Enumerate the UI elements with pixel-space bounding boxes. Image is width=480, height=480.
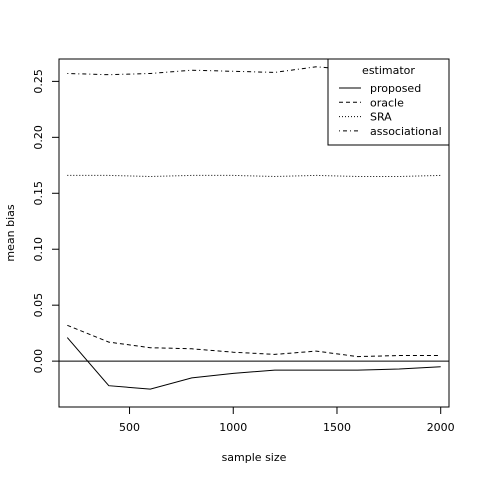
- y-tick-label: 0.10: [32, 237, 45, 262]
- legend-label-proposed: proposed: [370, 82, 421, 95]
- plot-frame: [58, 58, 450, 408]
- legend-box: [327, 58, 450, 146]
- series-line-oracle: [67, 324, 441, 358]
- x-tick-label: 2000: [427, 421, 455, 434]
- x-tick-label: 1000: [219, 421, 247, 434]
- y-axis: 0.00 0.05 0.10 0.15 0.20 0.25: [32, 69, 59, 373]
- y-tick-label: 0.25: [32, 69, 45, 94]
- y-axis-label: mean bias: [4, 204, 17, 261]
- series-line-sra: [67, 174, 441, 178]
- series-line-proposed: [66, 337, 441, 390]
- legend-title: estimator: [362, 64, 415, 77]
- series-layer: [66, 66, 441, 390]
- series-line-associational: [67, 66, 441, 76]
- y-tick-label: 0.00: [32, 349, 45, 374]
- x-tick-label: 1500: [323, 421, 351, 434]
- legend-label-oracle: oracle: [370, 96, 404, 109]
- y-tick-label: 0.15: [32, 181, 45, 206]
- y-tick-label: 0.20: [32, 125, 45, 150]
- y-tick-label: 0.05: [32, 293, 45, 318]
- legend-label-associational: associational: [370, 125, 442, 138]
- x-tick-label: 500: [119, 421, 140, 434]
- legend-label-sra: SRA: [370, 111, 392, 124]
- x-axis-label: sample size: [222, 451, 287, 464]
- x-axis: 500 1000 1500 2000: [119, 407, 455, 434]
